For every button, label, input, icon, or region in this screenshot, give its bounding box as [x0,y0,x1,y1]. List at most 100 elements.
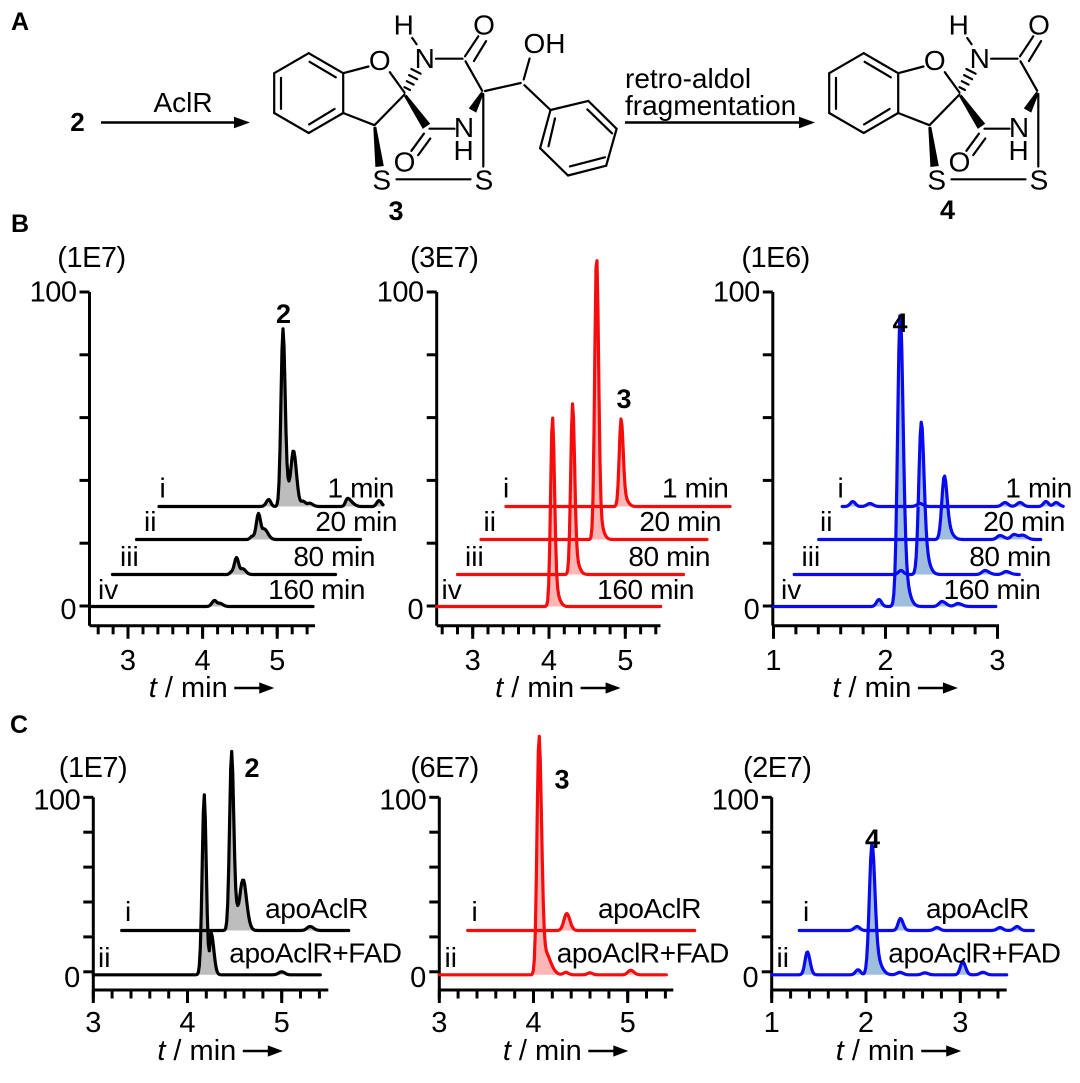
svg-text:160 min: 160 min [597,574,694,605]
svg-text:H: H [949,9,969,40]
svg-text:iv: iv [442,574,462,605]
svg-text:retro-aldol: retro-aldol [625,63,751,94]
svg-text:2: 2 [276,299,291,329]
svg-text:(6E7): (6E7) [410,752,478,784]
svg-text:3: 3 [616,384,631,414]
svg-text:5: 5 [617,645,633,677]
svg-text:(2E7): (2E7) [743,752,811,784]
svg-text:i: i [125,896,131,927]
svg-text:100: 100 [377,277,424,309]
svg-text:O: O [473,10,495,41]
svg-text:ii: ii [445,942,457,973]
svg-text:160 min: 160 min [268,574,365,605]
svg-text:3: 3 [465,645,481,677]
svg-text:4: 4 [541,645,557,677]
svg-text:t / min: t / min [157,1035,236,1067]
svg-text:S: S [475,164,494,195]
svg-text:3: 3 [952,1007,968,1039]
svg-text:iii: iii [802,541,821,572]
svg-text:100: 100 [30,277,77,309]
svg-text:100: 100 [33,784,80,816]
svg-text:O: O [394,146,416,177]
svg-text:i: i [160,473,166,504]
svg-text:i: i [503,473,509,504]
svg-text:100: 100 [712,784,759,816]
svg-text:100: 100 [379,784,426,816]
svg-text:2: 2 [70,107,84,137]
svg-text:3: 3 [388,196,403,226]
svg-text:0: 0 [60,594,76,626]
svg-text:ii: ii [777,942,789,973]
svg-text:N: N [970,43,990,74]
svg-text:t / min: t / min [832,672,911,704]
svg-text:20 min: 20 min [639,506,721,537]
svg-text:apoAclR: apoAclR [598,893,701,924]
svg-text:C: C [10,711,28,739]
svg-text:5: 5 [274,1007,290,1039]
svg-text:0: 0 [408,594,424,626]
svg-text:ii: ii [98,942,110,973]
svg-text:i: i [803,896,809,927]
svg-text:(1E6): (1E6) [741,242,809,274]
svg-text:(1E7): (1E7) [57,242,125,274]
svg-text:iii: iii [465,541,484,572]
svg-text:3: 3 [85,1007,101,1039]
svg-text:3: 3 [989,645,1005,677]
svg-text:0: 0 [743,962,759,994]
svg-text:4: 4 [865,824,880,854]
svg-text:80 min: 80 min [628,541,710,572]
svg-text:20 min: 20 min [983,506,1065,537]
svg-text:5: 5 [269,645,285,677]
svg-text:t / min: t / min [495,672,574,704]
svg-text:fragmentation: fragmentation [625,90,796,121]
svg-text:3: 3 [431,1007,447,1039]
svg-text:4: 4 [892,308,907,338]
svg-text:0: 0 [410,962,426,994]
svg-text:O: O [369,45,391,76]
svg-text:S: S [1030,164,1049,195]
svg-text:5: 5 [620,1007,636,1039]
svg-text:1 min: 1 min [1005,473,1071,504]
svg-text:H: H [453,135,473,166]
svg-text:H: H [1008,135,1028,166]
svg-text:4: 4 [195,645,211,677]
svg-text:(3E7): (3E7) [410,242,478,274]
svg-text:AclR: AclR [153,87,212,118]
svg-text:4: 4 [179,1007,195,1039]
svg-text:t / min: t / min [503,1035,582,1067]
svg-text:apoAclR+FAD: apoAclR+FAD [557,938,729,969]
svg-text:iv: iv [98,574,118,605]
svg-text:B: B [11,210,29,238]
svg-text:2: 2 [244,753,259,783]
svg-text:1: 1 [764,1007,780,1039]
svg-text:ii: ii [484,506,496,537]
svg-text:2: 2 [858,1007,874,1039]
svg-text:A: A [11,8,29,36]
svg-text:apoAclR+FAD: apoAclR+FAD [229,938,401,969]
svg-text:iv: iv [781,574,801,605]
svg-text:apoAclR+FAD: apoAclR+FAD [888,938,1060,969]
svg-text:3: 3 [554,765,569,795]
svg-text:1 min: 1 min [662,473,728,504]
svg-text:i: i [838,473,844,504]
svg-text:80 min: 80 min [293,541,375,572]
svg-text:4: 4 [525,1007,541,1039]
svg-text:N: N [1009,112,1029,143]
svg-text:N: N [415,43,435,74]
svg-text:1 min: 1 min [328,473,394,504]
svg-text:2: 2 [877,645,893,677]
svg-text:20 min: 20 min [315,506,397,537]
svg-text:t / min: t / min [836,1035,915,1067]
svg-text:t / min: t / min [149,672,228,704]
svg-text:0: 0 [64,962,80,994]
svg-text:apoAclR: apoAclR [926,893,1029,924]
svg-text:iii: iii [120,541,139,572]
svg-text:apoAclR: apoAclR [265,893,368,924]
svg-text:ii: ii [820,506,832,537]
svg-text:H: H [394,9,414,40]
svg-text:80 min: 80 min [969,541,1051,572]
svg-text:0: 0 [744,594,760,626]
svg-text:ii: ii [144,506,156,537]
svg-text:100: 100 [713,277,760,309]
svg-text:3: 3 [120,645,136,677]
